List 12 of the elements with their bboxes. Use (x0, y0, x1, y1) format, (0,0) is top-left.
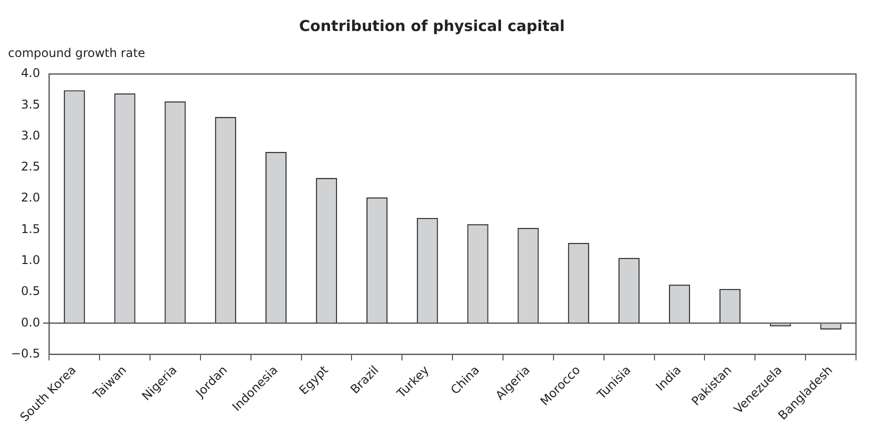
y-tick-label: 0.5 (21, 284, 40, 298)
chart-title: Contribution of physical capital (299, 16, 565, 35)
y-tick-label: −0.5 (11, 346, 40, 361)
y-tick-label: 2.0 (21, 190, 40, 205)
y-tick-label: 4.0 (21, 66, 40, 80)
y-tick-label: 3.0 (21, 128, 40, 142)
y-tick-label: 0.0 (21, 315, 40, 330)
y-axis-title: compound growth rate (8, 46, 146, 60)
y-tick-label: 2.5 (21, 160, 40, 174)
y-tick-label: 1.5 (21, 222, 40, 236)
y-tick-label: 1.0 (21, 253, 40, 268)
y-tick-label: 3.5 (21, 97, 40, 112)
